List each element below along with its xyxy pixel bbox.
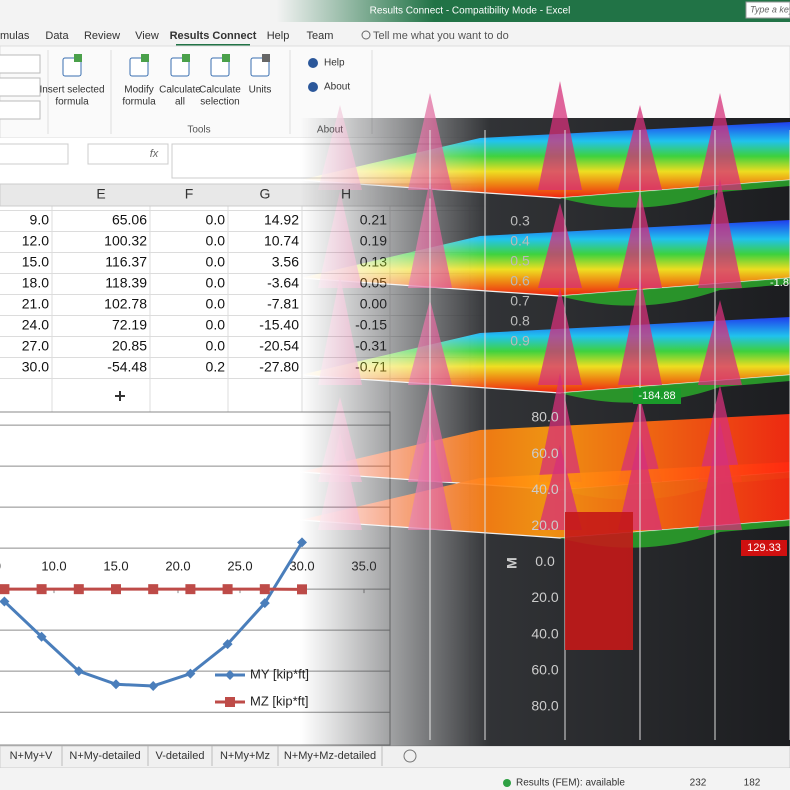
ribbon-tab[interactable]: Review <box>84 30 120 42</box>
moment-peak <box>698 300 742 385</box>
scale-label: 40.0 <box>531 625 558 641</box>
scale-label: 20.0 <box>531 517 558 533</box>
moment-peak <box>538 373 582 482</box>
scale-label: 0.8 <box>510 313 530 329</box>
about-icon <box>308 58 318 68</box>
moment-peak <box>698 179 742 288</box>
moment-peak <box>538 203 582 288</box>
dropdown[interactable] <box>0 100 41 120</box>
button-icon-accent <box>222 54 230 62</box>
about-button[interactable]: Help <box>324 58 345 69</box>
window-title: Results Connect - Compatibility Mode - E… <box>370 6 571 17</box>
sheet-tab[interactable]: N+My+Mz <box>220 750 270 762</box>
scale-label: 0.5 <box>510 253 530 269</box>
about-button[interactable]: About <box>324 82 350 93</box>
value-label: 129.33 <box>747 542 781 554</box>
axis-title: M <box>504 557 520 569</box>
search-placeholder: Type a keyw <box>750 4 790 14</box>
ribbon-tab[interactable]: Help <box>267 30 290 42</box>
scale-label: 0.7 <box>510 293 530 309</box>
button-icon-accent <box>262 54 270 62</box>
moment-peak <box>318 276 362 385</box>
ribbon-tab[interactable]: View <box>135 30 159 42</box>
ribbon-tab[interactable]: Team <box>307 30 334 42</box>
button-label[interactable]: Calculate <box>199 85 241 96</box>
scale-label: 40.0 <box>531 481 558 497</box>
status-value: 232 <box>690 778 707 789</box>
about-icon <box>308 82 318 92</box>
button-icon-accent <box>141 54 149 62</box>
scale-label: 20.0 <box>531 589 558 605</box>
sheet-tab[interactable]: N+My-detailed <box>69 750 140 762</box>
scale-label: 0.0 <box>535 553 555 569</box>
search-box[interactable] <box>745 1 790 19</box>
label-box <box>633 388 681 404</box>
dropdown[interactable] <box>0 77 41 97</box>
ribbon-tabs <box>0 22 790 46</box>
scale-label: 0.3 <box>510 213 530 229</box>
ribbon-tab[interactable]: Data <box>45 30 69 42</box>
scale-label: 80.0 <box>531 698 558 714</box>
ribbon-tab[interactable]: mulas <box>0 30 30 42</box>
overlay-labels: 0.3 0.4 0.5 0.6 0.7 0.8 0.9 80.0 60.0 40.0 20.0 0.0… <box>504 213 789 714</box>
scale-label: 80.0 <box>531 409 558 425</box>
active-tab-underline <box>176 44 250 46</box>
scale-label: 60.0 <box>531 661 558 677</box>
sheet-tab[interactable]: V-detailed <box>156 750 205 762</box>
moment-peak <box>698 93 742 190</box>
lightbulb-icon <box>361 30 371 40</box>
sheet-tab[interactable]: N+My+V <box>10 750 53 762</box>
moment-peak <box>318 433 362 530</box>
button-icon[interactable] <box>62 57 82 77</box>
button-icon[interactable] <box>129 57 149 77</box>
ribbon-tab[interactable]: Results Connect <box>170 30 257 42</box>
add-sheet[interactable] <box>403 749 417 763</box>
status-dot <box>503 779 511 787</box>
scale-label: 0.9 <box>510 333 530 349</box>
scale-label: 60.0 <box>531 445 558 461</box>
button-icon[interactable] <box>210 57 230 77</box>
tell-me: Tell me what you want to do <box>373 30 509 42</box>
status-value: 182 <box>744 778 761 789</box>
model-render <box>0 81 790 746</box>
moment-peak <box>698 421 742 530</box>
button-icon[interactable] <box>250 57 270 77</box>
button-label[interactable]: Insert selected <box>39 85 104 96</box>
label-box <box>741 540 787 556</box>
moment-peak <box>538 445 582 530</box>
scale-label: 0.4 <box>510 233 530 249</box>
moment-peak <box>538 288 582 385</box>
status-bar <box>0 768 790 790</box>
button-label[interactable]: formula <box>55 97 89 108</box>
button-label[interactable]: Modify <box>124 85 153 96</box>
status-message: Results (FEM): available <box>516 778 625 789</box>
dropdown[interactable] <box>0 54 41 74</box>
value-label: -1.8 <box>770 277 789 289</box>
title-bar <box>0 0 790 22</box>
moment-peak <box>318 105 362 190</box>
scale-label: 0.6 <box>510 273 530 289</box>
moment-peak <box>538 81 582 190</box>
value-label: -184.88 <box>638 390 675 402</box>
button-label[interactable]: all <box>175 97 185 108</box>
button-icon-accent <box>74 54 82 62</box>
button-label[interactable]: Units <box>249 85 272 96</box>
wall-panel <box>565 512 633 650</box>
button-label[interactable]: Calculate <box>159 85 201 96</box>
button-label[interactable]: selection <box>200 97 239 108</box>
button-label[interactable]: formula <box>122 97 156 108</box>
sheet-tab[interactable]: N+My+Mz-detailed <box>284 750 376 762</box>
button-icon-accent <box>182 54 190 62</box>
button-icon[interactable] <box>170 57 190 77</box>
moment-peak <box>318 191 362 288</box>
